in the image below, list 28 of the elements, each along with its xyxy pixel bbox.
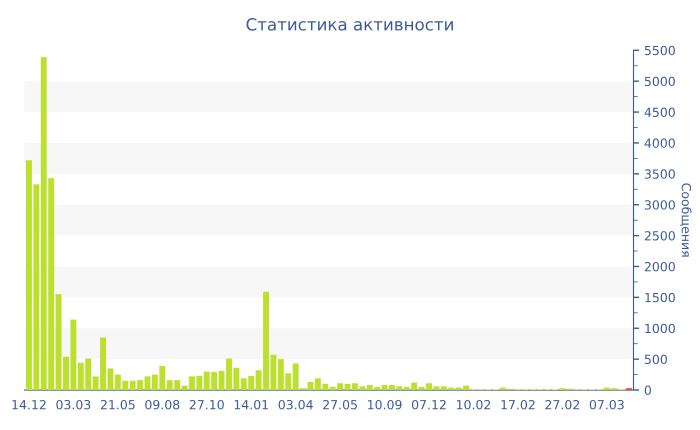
x-tick-label: 27.05 bbox=[323, 400, 357, 410]
y-tick-label: 2000 bbox=[644, 262, 675, 272]
x-tick-label: 09.08 bbox=[145, 400, 180, 410]
y-tick-label: 3000 bbox=[644, 200, 675, 210]
y-tick-label: 1000 bbox=[645, 324, 675, 334]
x-tick-label: 27.10 bbox=[190, 400, 224, 410]
x-tick-label: 14.01 bbox=[234, 400, 268, 410]
y-axis-title: Сообщения bbox=[680, 183, 692, 257]
x-tick-label: 10.02 bbox=[456, 400, 490, 410]
x-tick-label: 07.03 bbox=[590, 400, 624, 410]
x-tick-label: 10.09 bbox=[368, 400, 402, 410]
chart-title: Статистика активности bbox=[246, 18, 453, 31]
y-tick-label: 5500 bbox=[644, 46, 675, 56]
y-tick-label: 4500 bbox=[644, 108, 675, 117]
y-tick-label: 5000 bbox=[644, 76, 675, 86]
x-tick-label: 21.05 bbox=[100, 400, 135, 410]
x-tick-label: 03.04 bbox=[278, 400, 313, 410]
x-tick-label: 03.03 bbox=[56, 400, 90, 410]
x-tick-label: 07.12 bbox=[412, 400, 446, 410]
y-tick-label: 500 bbox=[644, 354, 667, 364]
x-tick-label: 17.02 bbox=[501, 400, 535, 410]
y-tick-label: 2500 bbox=[644, 231, 675, 241]
y-tick-label: 1500 bbox=[645, 292, 675, 302]
y-tick-label: 4000 bbox=[644, 138, 675, 148]
y-tick-label: 0 bbox=[644, 385, 652, 395]
x-tick-label: 27.02 bbox=[545, 400, 580, 410]
x-tick-label: 14.12 bbox=[12, 400, 46, 410]
y-tick-label: 3500 bbox=[644, 169, 675, 179]
